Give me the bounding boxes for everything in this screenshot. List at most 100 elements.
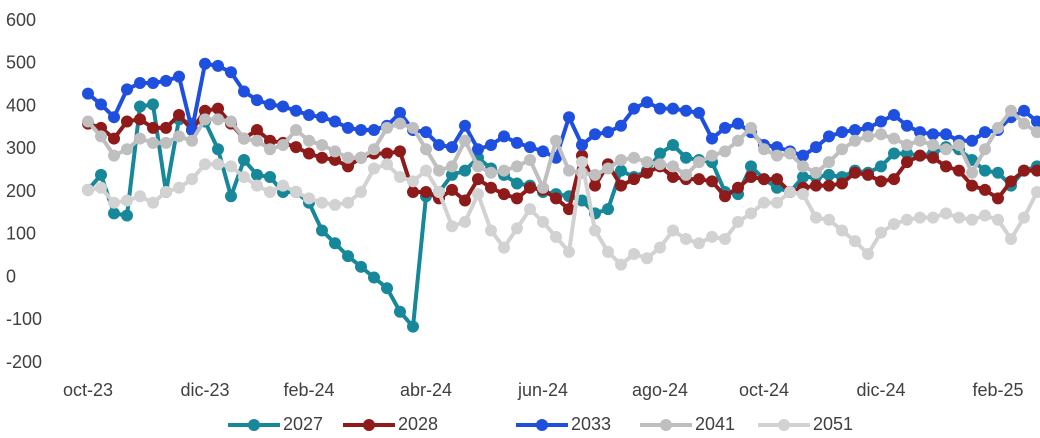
data-point (940, 207, 952, 220)
data-point (225, 66, 237, 79)
data-point (173, 130, 185, 143)
data-point (173, 109, 185, 122)
data-point (225, 190, 237, 203)
data-point (732, 134, 744, 147)
data-point (199, 113, 211, 126)
data-point (550, 192, 562, 205)
data-point (394, 145, 406, 158)
data-point (459, 194, 471, 207)
series (82, 104, 1040, 194)
data-point (771, 141, 783, 154)
data-point (121, 194, 133, 207)
data-point (1018, 211, 1030, 224)
legend-label: 2041 (695, 414, 735, 434)
y-tick-label: -200 (6, 352, 42, 372)
data-point (680, 233, 692, 246)
data-point (251, 94, 263, 107)
data-point (186, 173, 198, 186)
x-tick-label: abr-24 (400, 380, 452, 400)
data-point (342, 160, 354, 173)
data-point (472, 160, 484, 173)
data-point (797, 160, 809, 173)
data-point (914, 211, 926, 224)
data-point (472, 188, 484, 201)
data-point (147, 196, 159, 209)
data-point (433, 186, 445, 198)
data-point (290, 104, 302, 117)
data-point (888, 173, 900, 186)
data-point (953, 164, 965, 177)
data-point (303, 147, 315, 160)
data-point (719, 190, 731, 203)
data-point (290, 141, 302, 154)
data-point (589, 168, 601, 181)
data-point (381, 121, 393, 134)
data-point (524, 141, 536, 154)
data-point (589, 179, 601, 192)
data-point (485, 166, 497, 179)
data-point (849, 124, 861, 137)
data-point (108, 207, 120, 220)
data-point (355, 151, 367, 164)
data-point (823, 179, 835, 192)
data-point (758, 173, 770, 186)
data-point (719, 145, 731, 158)
data-point (121, 143, 133, 156)
data-point (277, 138, 289, 151)
data-point (875, 226, 887, 239)
data-point (953, 211, 965, 224)
data-point (654, 147, 666, 160)
data-point (992, 192, 1004, 205)
data-point (264, 186, 276, 198)
data-point (342, 250, 354, 263)
data-point (797, 171, 809, 184)
data-point (706, 132, 718, 145)
data-point (550, 230, 562, 243)
data-point (667, 102, 679, 115)
data-point (862, 168, 874, 181)
data-point (342, 196, 354, 209)
data-point (537, 181, 549, 194)
data-point (212, 102, 224, 115)
data-point (628, 247, 640, 260)
data-point (251, 168, 263, 181)
data-point (901, 147, 913, 160)
data-point (524, 203, 536, 216)
data-point (1031, 186, 1040, 198)
x-tick-label: jun-24 (517, 380, 568, 400)
data-point (342, 151, 354, 164)
data-point (810, 211, 822, 224)
data-point (381, 282, 393, 295)
legend-marker (778, 419, 790, 431)
data-point (563, 164, 575, 177)
data-point (602, 126, 614, 139)
data-point (771, 149, 783, 162)
data-point (823, 213, 835, 226)
data-point (511, 136, 523, 149)
data-point (95, 130, 107, 143)
data-point (316, 224, 328, 237)
data-point (927, 151, 939, 164)
data-point (836, 143, 848, 156)
data-point (1031, 115, 1040, 128)
data-point (329, 153, 341, 166)
data-point (264, 171, 276, 184)
data-point (901, 156, 913, 169)
data-point (446, 160, 458, 173)
data-point (134, 190, 146, 203)
x-tick-label: dic-24 (856, 380, 905, 400)
data-point (303, 109, 315, 122)
data-point (719, 233, 731, 246)
data-point (615, 179, 627, 192)
data-point (1018, 104, 1030, 117)
data-point (95, 168, 107, 181)
data-point (121, 115, 133, 128)
data-point (927, 128, 939, 141)
data-point (420, 164, 432, 177)
legend-label: 2028 (398, 414, 438, 434)
data-point (316, 111, 328, 124)
data-point (823, 168, 835, 181)
data-point (706, 149, 718, 162)
data-point (875, 160, 887, 173)
data-point (732, 215, 744, 228)
